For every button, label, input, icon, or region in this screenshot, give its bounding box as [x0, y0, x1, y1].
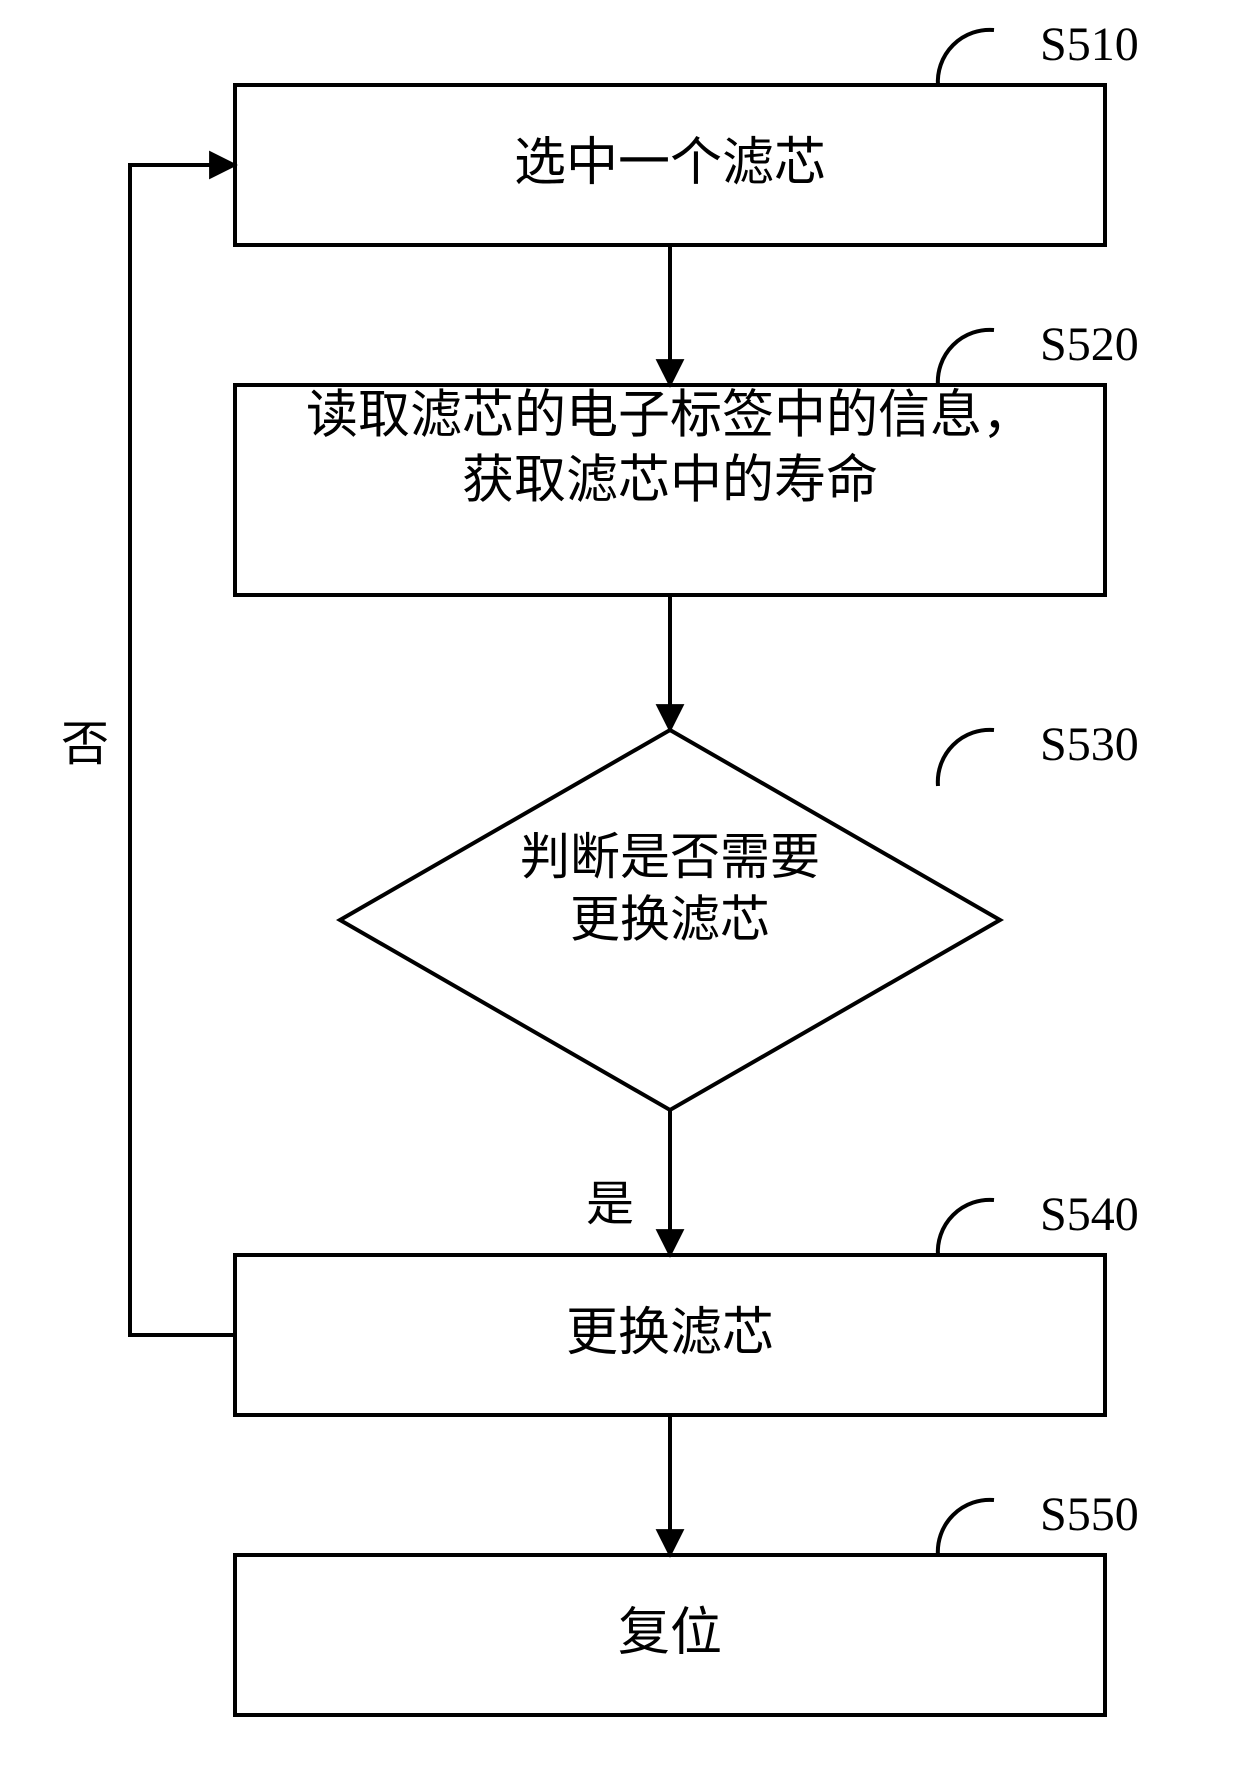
step-label: S520: [1040, 318, 1139, 371]
step-label: S530: [1040, 718, 1139, 771]
node-text: 更换滤芯: [566, 1305, 774, 1362]
step-label: S510: [1040, 18, 1139, 71]
step-label: S550: [1040, 1488, 1139, 1541]
node-s540: 更换滤芯 S540: [235, 1188, 1139, 1415]
node-text: 选中一个滤芯: [514, 135, 826, 192]
node-s530: 判断是否需要更换滤芯 S530: [340, 718, 1139, 1110]
node-text: 更换滤芯: [570, 891, 770, 947]
flowchart: 选中一个滤芯 S510 读取滤芯的电子标签中的信息， 获取滤芯中的寿命 S520 判断是否…: [0, 0, 1240, 1776]
edge-label: 否: [61, 718, 109, 771]
edge: 是: [586, 1110, 670, 1255]
node-s550: 复位 S550: [235, 1488, 1139, 1715]
node-text: 读取滤芯的电子标签中的信息，: [306, 388, 1034, 445]
node-text: 获取滤芯中的寿命: [462, 452, 878, 510]
node-s510: 选中一个滤芯 S510: [235, 18, 1139, 245]
node-s520: 读取滤芯的电子标签中的信息， 获取滤芯中的寿命 S520: [235, 318, 1139, 595]
node-text: 判断是否需要: [520, 829, 820, 885]
node-text: 复位: [618, 1605, 722, 1662]
step-label: S540: [1040, 1188, 1139, 1241]
feedback-edge: 否: [61, 165, 235, 1335]
edge-label: 是: [586, 1178, 634, 1231]
